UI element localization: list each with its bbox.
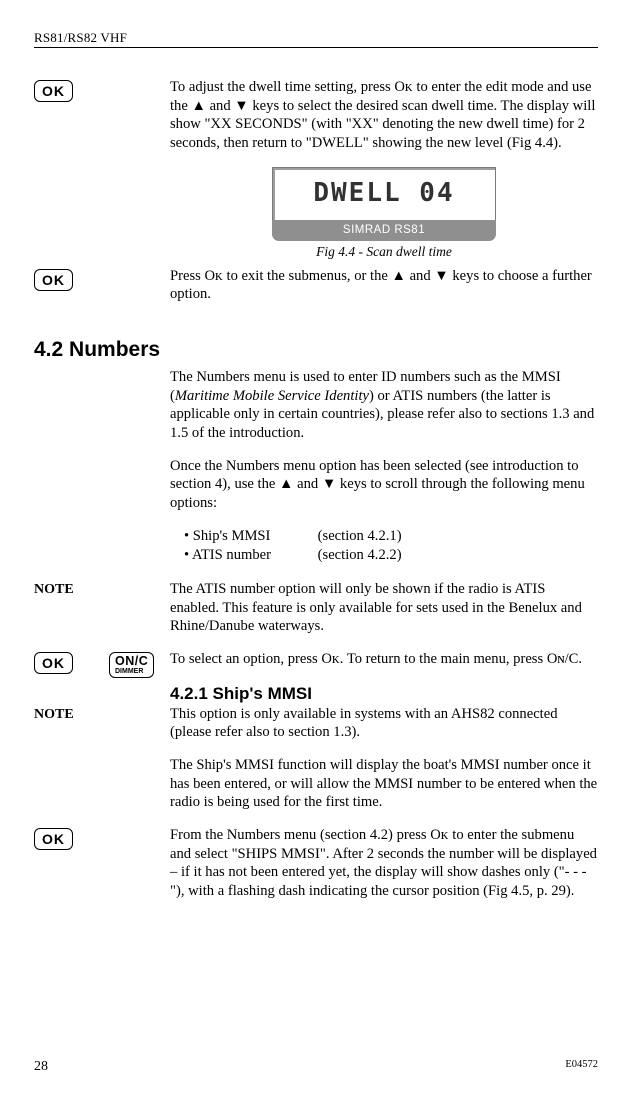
ok-button-icon: OK [34,828,73,850]
figure-caption: Fig 4.4 - Scan dwell time [316,243,452,260]
block-exit-submenus: OK Press Oᴋ to exit the submenus, or the… [34,267,598,318]
paragraph-numbers-intro: The Numbers menu is used to enter ID num… [170,368,598,443]
paragraph-numbers-nav: Once the Numbers menu option has been se… [170,457,598,513]
paragraph-select-option: To select an option, press Oᴋ. To return… [170,650,598,669]
doc-code: E04572 [565,1059,598,1075]
page-footer: 28 E04572 [34,1059,598,1075]
paragraph-enter-mmsi: From the Numbers menu (section 4.2) pres… [170,826,598,901]
ok-button-icon: OK [34,80,73,102]
numbers-options-list: • Ship's MMSI (section 4.2.1) • ATIS num… [184,527,598,566]
onc-sub-label: DIMMER [115,668,148,675]
list-item: • ATIS number (section 4.2.2) [184,546,598,566]
block-note-mmsi: NOTE This option is only available in sy… [34,705,598,826]
paragraph-dwell-adjust: To adjust the dwell time setting, press … [170,78,598,153]
block-enter-mmsi: OK From the Numbers menu (section 4.2) p… [34,826,598,901]
bullet-label: • ATIS number [184,546,314,566]
section-title-numbers: 4.2 Numbers [34,338,598,362]
subsection-title-mmsi: 4.2.1 Ship's MMSI [170,683,598,705]
lcd-text: DWELL 04 [313,177,454,210]
onc-top-label: ON/C [115,654,148,668]
list-item: • Ship's MMSI (section 4.2.1) [184,527,598,547]
page-root: RS81/RS82 VHF OK To adjust the dwell tim… [0,0,620,1095]
lcd-screen: DWELL 04 [272,167,496,220]
note-label: NOTE [34,707,74,722]
ok-button-icon: OK [34,652,73,674]
paragraph-note-atis: The ATIS number option will only be show… [170,580,598,636]
block-select-option: OK ON/C DIMMER To select an option, pres… [34,650,598,706]
page-header: RS81/RS82 VHF [34,30,598,48]
ok-button-icon: OK [34,269,73,291]
lcd-device-label: SIMRAD RS81 [272,220,496,242]
lcd-figure: DWELL 04 SIMRAD RS81 Fig 4.4 - Scan dwel… [170,167,598,261]
paragraph-mmsi-availability: This option is only available in systems… [170,705,598,742]
block-numbers-intro: The Numbers menu is used to enter ID num… [34,368,598,580]
paragraph-mmsi-function: The Ship's MMSI function will display th… [170,756,598,812]
page-number: 28 [34,1059,48,1075]
bullet-ref: (section 4.2.1) [318,528,402,544]
block-note-atis: NOTE The ATIS number option will only be… [34,580,598,650]
paragraph-exit-submenus: Press Oᴋ to exit the submenus, or the ▲ … [170,267,598,304]
header-model: RS81/RS82 VHF [34,30,127,45]
note-label: NOTE [34,582,74,597]
bullet-ref: (section 4.2.2) [318,547,402,563]
block-dwell-adjust: OK To adjust the dwell time setting, pre… [34,78,598,267]
bullet-label: • Ship's MMSI [184,527,314,547]
onc-button-icon: ON/C DIMMER [109,652,154,678]
